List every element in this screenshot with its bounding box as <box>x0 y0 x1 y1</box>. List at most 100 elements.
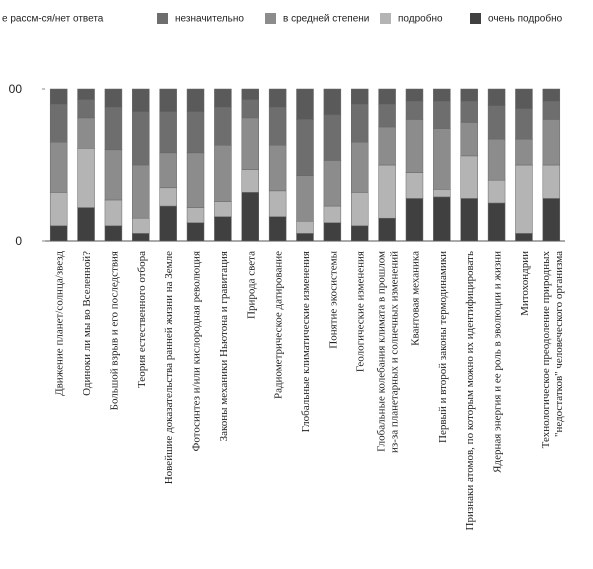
bar-segment <box>186 88 205 113</box>
bar-segment <box>351 103 369 143</box>
bar-segment <box>296 220 314 234</box>
bar-segment <box>132 88 150 113</box>
bar-segment <box>268 144 287 192</box>
bar-segment <box>104 199 123 227</box>
x-tick-label: "недостатков" человеческого организма <box>553 251 565 437</box>
bar-segment <box>433 189 451 198</box>
bar-segment <box>214 106 232 146</box>
bar-segment <box>487 105 506 140</box>
bar-segment <box>433 196 451 242</box>
bar-segment <box>104 225 123 242</box>
x-tick-label: Технологическое преодоление природных <box>540 251 552 449</box>
x-tick-label: Радиометрическое датирование <box>273 251 285 399</box>
bar-segment <box>542 119 561 166</box>
bar-segment <box>241 169 259 193</box>
bar-segment <box>405 88 424 102</box>
legend-label: в средней степени <box>283 14 369 25</box>
bar-segment <box>542 164 561 199</box>
y-tick-label: 0 <box>15 234 22 248</box>
bar-segment <box>49 225 68 242</box>
bar-segment <box>77 117 95 149</box>
bar-segment <box>159 187 177 207</box>
x-tick-label: Глобальные климатические изменения <box>300 251 312 432</box>
bar-segment <box>323 160 342 207</box>
bar-segment <box>515 138 533 166</box>
x-tick-label: Движение планет/солнца/звезд <box>54 251 66 396</box>
bar-segment <box>104 88 123 108</box>
legend-swatch <box>157 13 168 24</box>
x-tick-label: Законы механики Ньютона и гравитация <box>218 251 230 441</box>
bar-segment <box>159 152 177 189</box>
bar-segment <box>214 144 232 202</box>
bar-segment <box>378 103 396 128</box>
bar-segment <box>487 179 506 204</box>
x-tick-label: Квантовая механика <box>409 251 421 346</box>
legend-label: незначительно <box>175 14 244 25</box>
bar-segment <box>296 233 314 242</box>
bar-segment <box>268 106 287 146</box>
bar-segment <box>351 225 369 242</box>
bar-segment <box>77 148 95 208</box>
legend-swatch <box>265 13 276 24</box>
bar-segment <box>241 99 259 119</box>
bar-segment <box>433 128 451 190</box>
bar-segment <box>460 100 478 123</box>
bar-segment <box>241 192 259 242</box>
bar-segment <box>460 155 478 199</box>
bar-segment <box>542 100 561 120</box>
bar-segment <box>542 198 561 242</box>
bar-segment <box>405 172 424 199</box>
x-tick-label: Новейшие доказательства ранней жизни на … <box>163 251 175 484</box>
bar-segment <box>323 88 342 116</box>
bar-segment <box>214 216 232 242</box>
bar-segment <box>323 222 342 242</box>
bar-segment <box>542 88 561 102</box>
legend-swatch <box>380 13 391 24</box>
bar-segment <box>378 217 396 242</box>
bar-segment <box>405 198 424 242</box>
bar-segment <box>49 141 68 193</box>
x-tick-label: Признаки атомов, по которым можно их иде… <box>464 251 476 530</box>
bar-segment <box>214 88 232 108</box>
bar-segment <box>159 111 177 154</box>
bar-segment <box>460 122 478 157</box>
bar-segment <box>351 192 369 227</box>
bar-segment <box>77 99 95 119</box>
bar-segment <box>49 192 68 227</box>
x-tick-label: Геологические изменения <box>355 251 367 372</box>
bar-segment <box>268 190 287 217</box>
x-tick-label: Одиноки ли мы во Вселенной? <box>81 251 93 396</box>
y-tick-label: 00 <box>9 82 23 96</box>
bar-segment <box>460 88 478 102</box>
bar-segment <box>268 216 287 242</box>
bar-segment <box>77 88 95 100</box>
bar-segment <box>515 233 533 242</box>
bar-segment <box>268 88 287 108</box>
bar-segment <box>296 88 314 120</box>
bar-segment <box>296 175 314 222</box>
bar-segment <box>487 138 506 181</box>
bar-segment <box>49 88 68 105</box>
bar-segment <box>104 149 123 201</box>
bar-segment <box>241 88 259 100</box>
bar-segment <box>323 114 342 161</box>
legend-label: подробно <box>398 13 443 25</box>
bar-segment <box>132 217 150 234</box>
legend-label: е рассм-ся/нет ответа <box>2 14 104 25</box>
bar-segment <box>77 207 95 242</box>
bar-segment <box>433 88 451 102</box>
bar-segment <box>351 141 369 193</box>
x-tick-label: Ядерная энергия и ее роль в эволюции и ж… <box>492 251 504 473</box>
bar-segment <box>132 164 150 219</box>
bar-segment <box>159 205 177 242</box>
bar-segment <box>186 152 205 208</box>
bar-segment <box>487 202 506 242</box>
bar-segment <box>296 119 314 176</box>
bar-segment <box>487 88 506 106</box>
x-tick-label: Глобальные колебания климата в прошлом <box>376 251 388 452</box>
bar-segment <box>241 117 259 170</box>
bar-segment <box>515 88 533 110</box>
bar-segment <box>378 164 396 219</box>
legend-label: очень подробно <box>488 13 563 25</box>
x-tick-label: Природа света <box>245 251 257 319</box>
